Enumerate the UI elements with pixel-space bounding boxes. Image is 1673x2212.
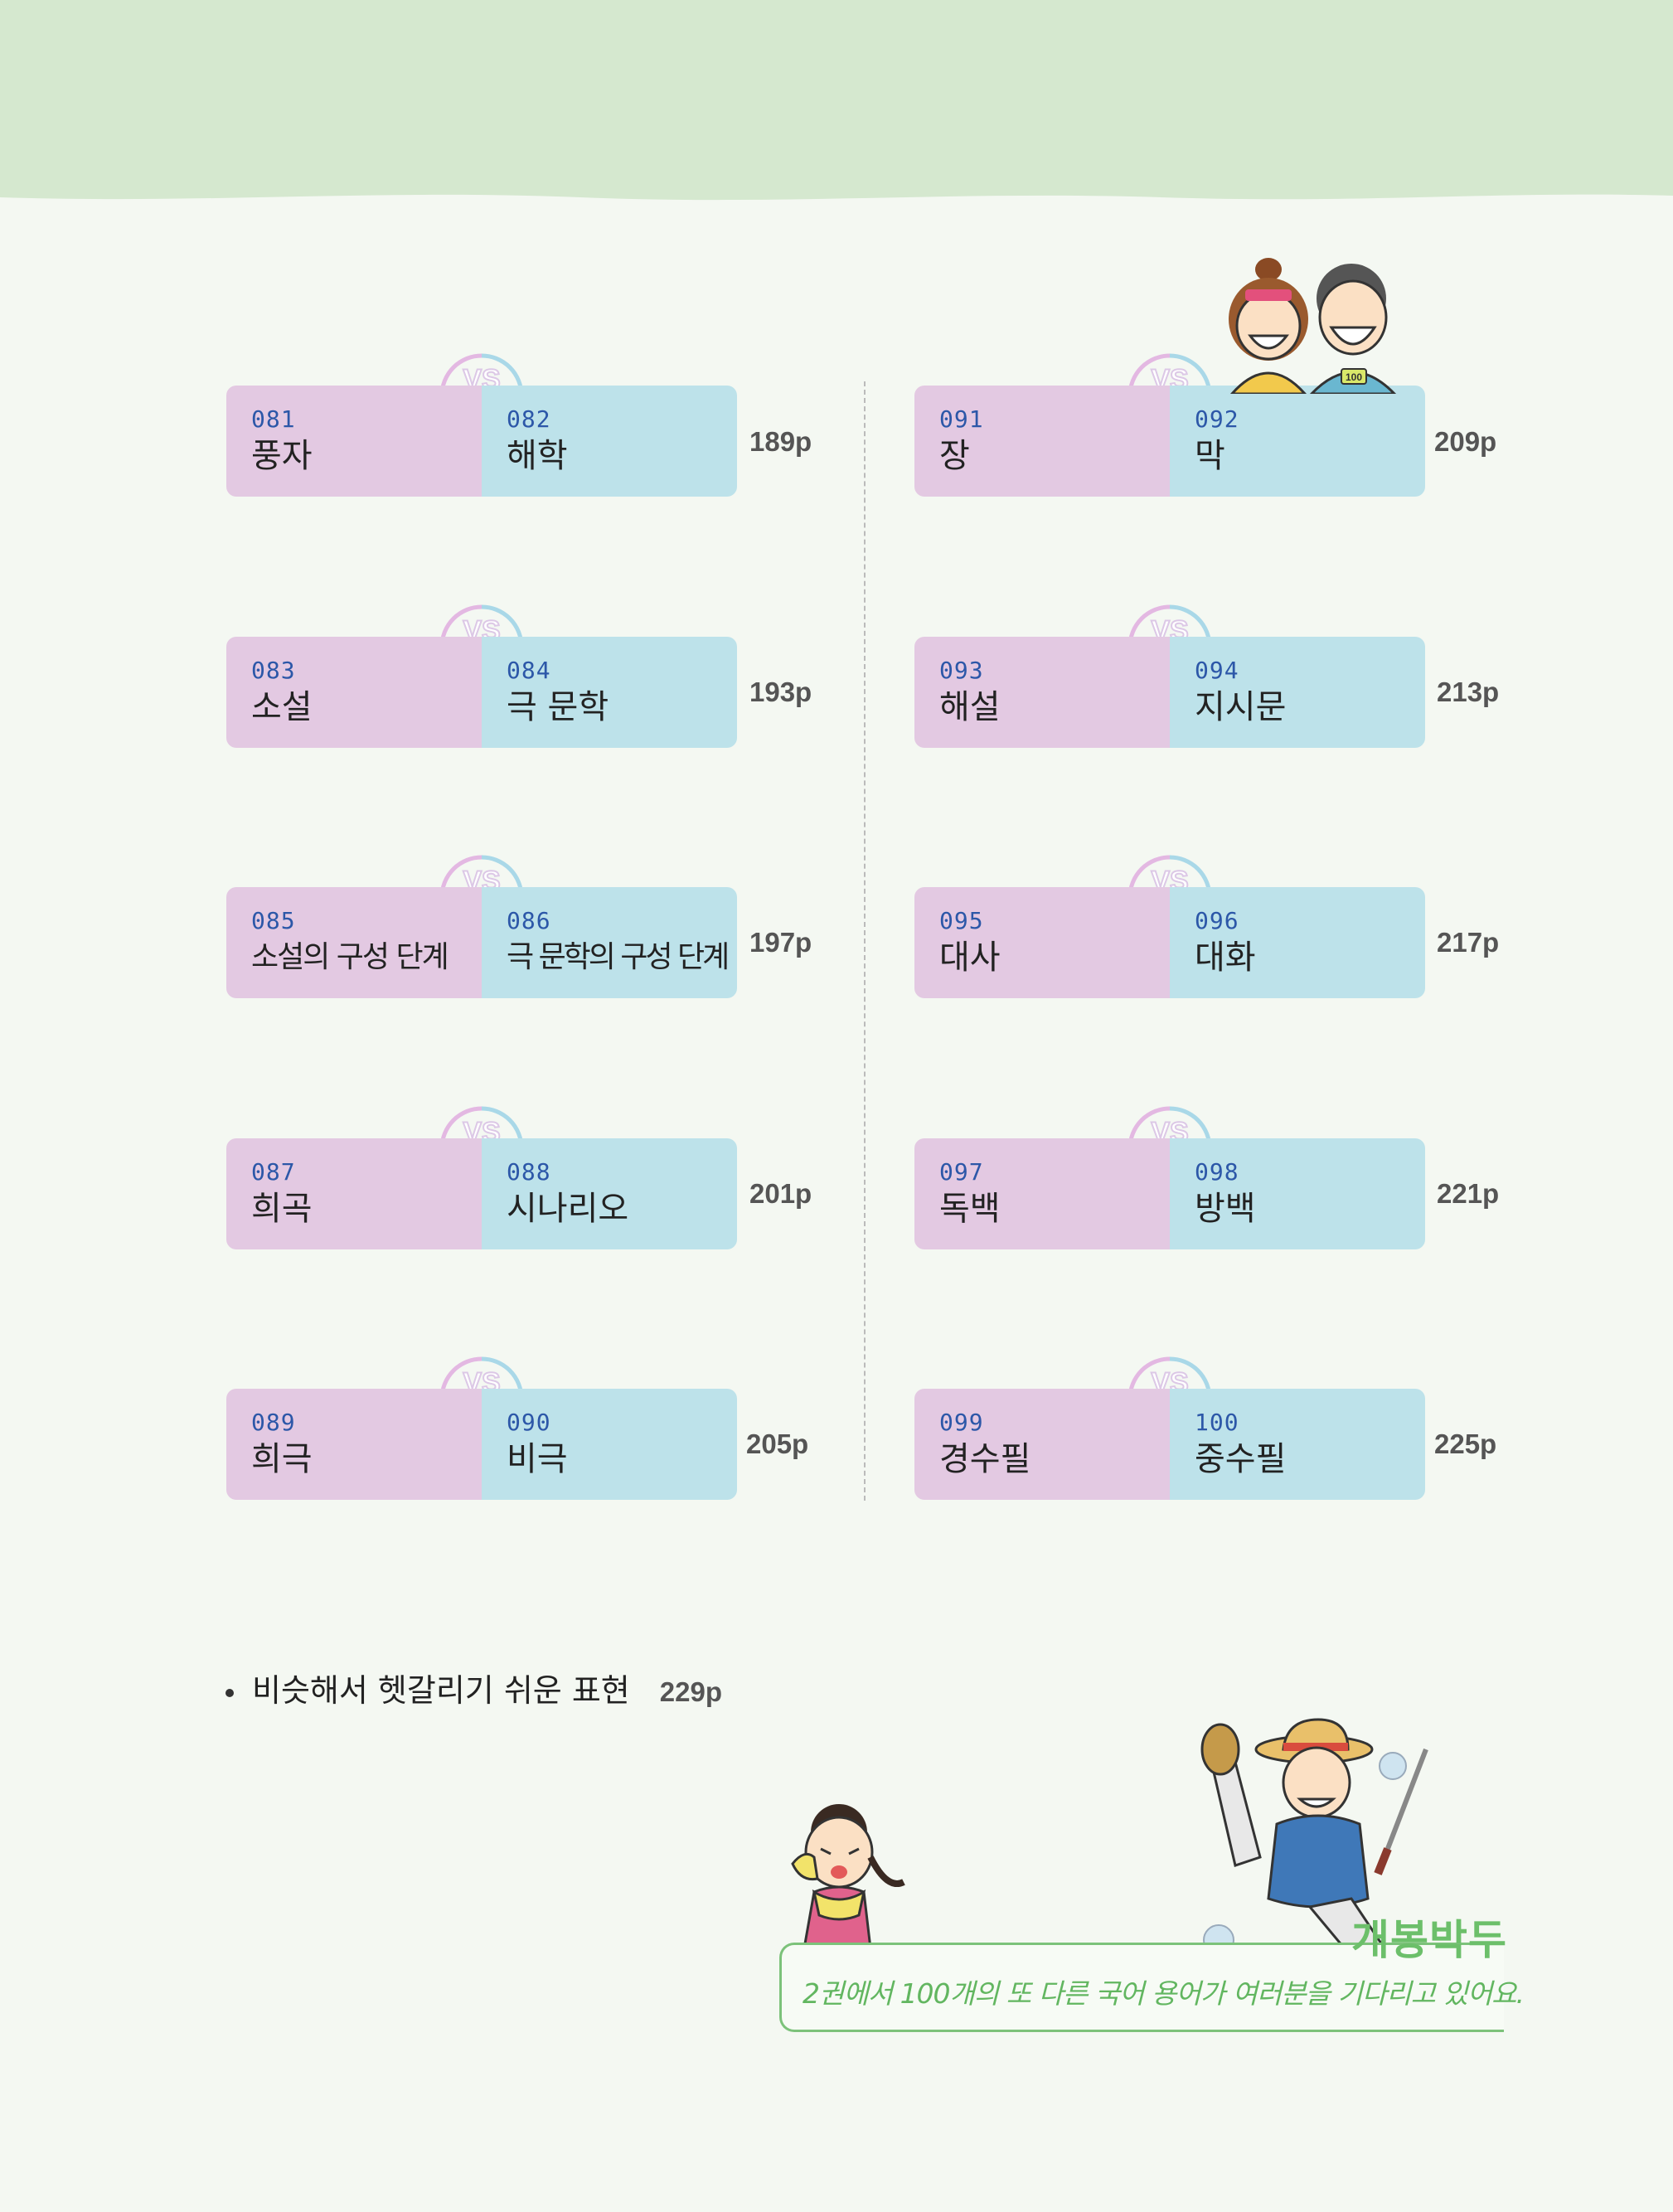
term-card-right: 098 방백 <box>1170 1138 1425 1249</box>
term-card-left: 095 대사 <box>914 887 1170 998</box>
term-label: 극 문학의 구성 단계 <box>507 940 730 974</box>
column-divider <box>864 381 866 1501</box>
term-card-right: 096 대화 <box>1170 887 1425 998</box>
term-label: 중수필 <box>1195 1440 1287 1478</box>
pair-085-086[interactable]: VS 085 소설의 구성 단계 086 극 문학의 구성 단계 <box>226 855 737 998</box>
crying-girl-icon <box>791 1804 905 1948</box>
page-number: 225p <box>1434 1429 1497 1459</box>
badge-100: 100 <box>1346 371 1362 383</box>
banner-title: 개봉박두 <box>1351 1916 1507 1964</box>
page-number: 209p <box>1434 426 1497 457</box>
cartoon-characters-icon: 100 <box>1229 258 1397 394</box>
term-label: 해설 <box>939 688 1001 726</box>
term-card-left: 085 소설의 구성 단계 <box>226 887 482 998</box>
term-label: 소설 <box>251 688 313 726</box>
term-label: 희곡 <box>251 1190 313 1228</box>
term-number: 083 <box>251 657 296 684</box>
term-label: 대화 <box>1195 939 1256 977</box>
term-number: 100 <box>1195 1409 1239 1436</box>
banner-text: 2권에서 100개의 또 다른 국어 용어가 여러분을 기다리고 있어요. <box>803 1977 1525 2010</box>
term-number: 095 <box>939 907 984 934</box>
term-card-left: 087 희곡 <box>226 1138 482 1249</box>
page-number: 197p <box>749 927 812 958</box>
top-wave-band <box>0 0 1673 201</box>
pair-091-092[interactable]: VS 091 장 092 막 <box>914 353 1425 497</box>
pair-093-094[interactable]: VS 093 해설 094 지시문 <box>914 604 1425 748</box>
term-card-right: 092 막 <box>1170 386 1425 497</box>
term-card-left: 093 해설 <box>914 637 1170 748</box>
term-label: 방백 <box>1195 1190 1256 1228</box>
term-number: 084 <box>507 657 551 684</box>
term-label: 소설의 구성 단계 <box>251 940 449 974</box>
term-number: 092 <box>1195 405 1239 433</box>
term-number: 093 <box>939 657 984 684</box>
page-number: 201p <box>749 1178 812 1209</box>
page-number: 213p <box>1437 677 1500 707</box>
pair-083-084[interactable]: VS 083 소설 084 극 문학 <box>226 604 737 748</box>
term-card-left: 097 독백 <box>914 1138 1170 1249</box>
vs-text: VS <box>463 364 500 395</box>
term-label: 해학 <box>507 437 568 475</box>
page-number: 221p <box>1437 1178 1500 1209</box>
extra-topic-page: 229p <box>659 1676 722 1707</box>
term-number: 090 <box>507 1409 551 1436</box>
term-label: 장 <box>939 437 970 475</box>
bullet-icon <box>225 1688 234 1697</box>
page-number: 205p <box>746 1429 809 1459</box>
term-number: 096 <box>1195 907 1239 934</box>
vs-badge: VS <box>439 353 524 396</box>
page-number: 193p <box>749 677 812 707</box>
term-card-right: 082 해학 <box>482 386 737 497</box>
pair-099-100[interactable]: VS 099 경수필 100 중수필 <box>914 1356 1425 1500</box>
coming-soon-banner <box>779 1943 1504 2032</box>
term-label: 희극 <box>251 1440 313 1478</box>
term-number: 097 <box>939 1158 984 1186</box>
term-number: 081 <box>251 405 296 433</box>
term-number: 085 <box>251 907 296 934</box>
term-card-left: 099 경수필 <box>914 1389 1170 1500</box>
term-number: 087 <box>251 1158 296 1186</box>
term-number: 082 <box>507 405 551 433</box>
pair-089-090[interactable]: VS 089 희극 090 비극 <box>226 1356 737 1500</box>
term-card-right: 100 중수필 <box>1170 1389 1425 1500</box>
term-card-right: 094 지시문 <box>1170 637 1425 748</box>
term-label: 경수필 <box>939 1440 1031 1478</box>
term-number: 089 <box>251 1409 296 1436</box>
term-label: 지시문 <box>1195 688 1287 726</box>
term-label: 극 문학 <box>507 688 609 726</box>
term-number: 086 <box>507 907 551 934</box>
term-number: 091 <box>939 405 984 433</box>
term-card-left: 091 장 <box>914 386 1170 497</box>
term-card-right: 086 극 문학의 구성 단계 <box>482 887 737 998</box>
term-label: 막 <box>1195 437 1225 475</box>
extra-topic-label: 비슷해서 헷갈리기 쉬운 표현 <box>252 1672 630 1709</box>
term-number: 088 <box>507 1158 551 1186</box>
term-card-right: 088 시나리오 <box>482 1138 737 1249</box>
term-label: 독백 <box>939 1190 1001 1228</box>
term-number: 099 <box>939 1409 984 1436</box>
term-label: 시나리오 <box>507 1190 629 1228</box>
term-card-left: 083 소설 <box>226 637 482 748</box>
term-card-left: 081 풍자 <box>226 386 482 497</box>
term-label: 비극 <box>507 1440 568 1478</box>
term-label: 대사 <box>939 939 1001 977</box>
pair-095-096[interactable]: VS 095 대사 096 대화 <box>914 855 1425 998</box>
term-number: 098 <box>1195 1158 1239 1186</box>
term-card-right: 090 비극 <box>482 1389 737 1500</box>
term-card-left: 089 희극 <box>226 1389 482 1500</box>
pair-081-082[interactable]: VS 081 풍자 082 해학 <box>226 353 737 497</box>
term-card-right: 084 극 문학 <box>482 637 737 748</box>
page-number: 189p <box>749 426 812 457</box>
extra-topic-link[interactable]: 비슷해서 헷갈리기 쉬운 표현 229p <box>225 1665 722 1710</box>
term-number: 094 <box>1195 657 1239 684</box>
term-label: 풍자 <box>251 437 313 475</box>
pair-097-098[interactable]: VS 097 독백 098 방백 <box>914 1106 1425 1249</box>
pair-087-088[interactable]: VS 087 희곡 088 시나리오 <box>226 1106 737 1249</box>
page-number: 217p <box>1437 927 1500 958</box>
